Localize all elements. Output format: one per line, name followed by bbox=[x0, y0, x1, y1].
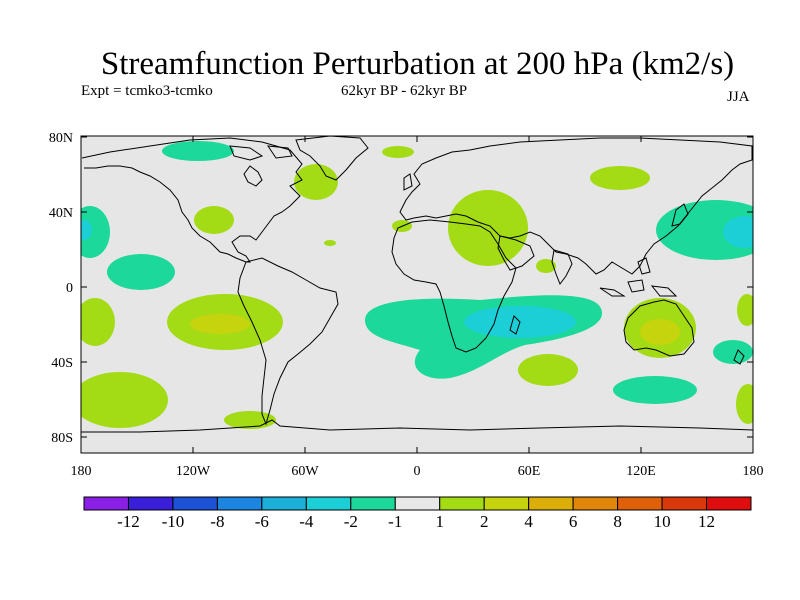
contour-blob bbox=[518, 354, 578, 386]
coast-hudson-bay bbox=[243, 165, 263, 187]
colorbar-label: -2 bbox=[343, 512, 358, 531]
contour-blob bbox=[81, 372, 168, 428]
colorbar-label: -6 bbox=[254, 512, 269, 531]
coast-arabia bbox=[497, 235, 535, 271]
colorbar-label: 4 bbox=[524, 512, 533, 531]
map-background bbox=[81, 136, 753, 453]
contour-core bbox=[81, 220, 92, 240]
coast-north-america bbox=[81, 137, 303, 263]
colorbar-swatch bbox=[706, 496, 752, 511]
contour-blob bbox=[382, 146, 414, 158]
lat-label: 80N bbox=[49, 131, 73, 146]
colorbar-swatch bbox=[483, 496, 530, 511]
colorbar bbox=[83, 496, 752, 511]
colorbar-swatch bbox=[350, 496, 396, 511]
coast-uk bbox=[403, 173, 413, 191]
colorbar-label: -4 bbox=[299, 512, 314, 531]
contour-core bbox=[723, 216, 753, 248]
contour-blob bbox=[107, 254, 175, 290]
contour-blob bbox=[162, 141, 234, 161]
contour-blob bbox=[81, 206, 110, 258]
colorbar-label: -12 bbox=[117, 512, 140, 531]
coast-greenland bbox=[295, 136, 369, 181]
lon-label: 60W bbox=[291, 464, 319, 479]
contour-blob bbox=[713, 340, 753, 364]
colorbar-swatch bbox=[617, 496, 663, 511]
colorbar-swatch bbox=[261, 496, 307, 511]
coast-madagascar bbox=[509, 315, 521, 335]
colorbar-swatch bbox=[528, 496, 574, 511]
colorbar-label: 6 bbox=[568, 512, 578, 531]
lat-label: 0 bbox=[66, 281, 73, 296]
colorbar-label: 8 bbox=[613, 512, 622, 531]
colorbar-label: 12 bbox=[698, 512, 716, 531]
contour-blob bbox=[536, 259, 556, 273]
coast-australia bbox=[623, 299, 695, 357]
lon-label: 60E bbox=[518, 464, 541, 479]
season-label: JJA bbox=[727, 89, 750, 105]
colorbar-label: -1 bbox=[388, 512, 403, 531]
colorbar-label: -8 bbox=[210, 512, 225, 531]
contour-blob bbox=[736, 384, 753, 424]
contour-blob bbox=[613, 376, 697, 404]
colorbar-swatch bbox=[216, 496, 263, 511]
coast-africa bbox=[391, 219, 517, 353]
lat-label: 40S bbox=[51, 356, 73, 371]
period-label: 62kyr BP - 62kyr BP bbox=[341, 83, 468, 99]
colorbar-label: 2 bbox=[479, 512, 489, 531]
contour-blob bbox=[81, 298, 115, 346]
contour-blob bbox=[590, 166, 650, 190]
coast-japan bbox=[671, 203, 689, 227]
contour-blob bbox=[194, 206, 234, 234]
lon-label: 120E bbox=[626, 464, 656, 479]
coast-eurasia bbox=[399, 137, 753, 275]
colorbar-swatch bbox=[127, 496, 174, 511]
contour-core bbox=[640, 319, 680, 345]
colorbar-swatch bbox=[83, 496, 129, 511]
coast-india bbox=[551, 249, 573, 286]
coast-new-zealand bbox=[733, 349, 745, 365]
axis-ticks bbox=[80, 136, 754, 453]
lon-label: 120W bbox=[176, 464, 211, 479]
contour-blob bbox=[448, 190, 528, 266]
coast-south-america bbox=[237, 257, 339, 426]
colorbar-label: 1 bbox=[435, 512, 444, 531]
chart-title: Streamfunction Perturbation at 200 hPa (… bbox=[100, 46, 735, 82]
lon-label: 0 bbox=[414, 464, 421, 479]
colorbar-swatch bbox=[172, 496, 218, 511]
contour-core bbox=[190, 314, 250, 334]
axis-labels: 80N 40N 0 40S 80S 180 120W 60W 0 60E 120E 180 bbox=[49, 131, 764, 479]
contour-blob bbox=[294, 164, 338, 200]
colorbar-swatch bbox=[572, 496, 619, 511]
experiment-label: Expt = tcmko3-tcmko bbox=[81, 83, 213, 99]
lon-label: 180 bbox=[71, 464, 92, 479]
colorbar-label: -10 bbox=[161, 512, 185, 531]
lat-label: 40N bbox=[49, 206, 73, 221]
colorbar-swatch bbox=[305, 496, 352, 511]
colorbar-swatch bbox=[394, 496, 441, 511]
coast-antarctica bbox=[81, 419, 753, 433]
coast-arctic-islands bbox=[229, 145, 293, 161]
coastlines bbox=[81, 136, 753, 433]
lat-label: 80S bbox=[51, 431, 73, 446]
contour-blob bbox=[737, 294, 753, 326]
coast-indonesia bbox=[599, 257, 678, 297]
contour-blob bbox=[656, 200, 753, 260]
colorbar-swatch bbox=[661, 496, 708, 511]
lon-label: 180 bbox=[743, 464, 764, 479]
colorbar-swatch bbox=[439, 496, 485, 511]
contour-blob bbox=[324, 240, 336, 246]
contour-fields bbox=[81, 141, 753, 429]
colorbar-label: 10 bbox=[653, 512, 671, 531]
